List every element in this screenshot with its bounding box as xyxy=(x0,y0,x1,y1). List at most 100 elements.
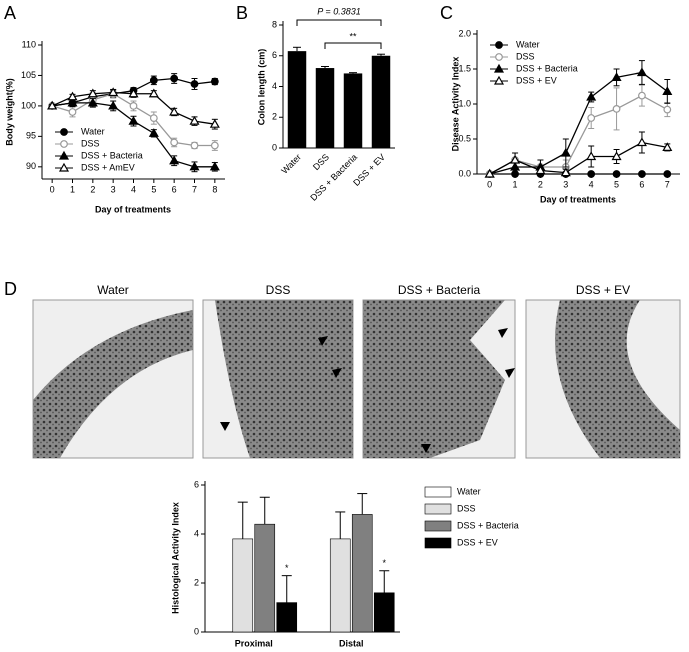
marker xyxy=(170,138,179,147)
arrow xyxy=(505,368,515,378)
marker xyxy=(189,161,200,171)
marker xyxy=(662,142,673,151)
legend-label: DSS + Bacteria xyxy=(457,520,519,530)
legend-label: Water xyxy=(516,39,540,49)
y-axis-title: Colon length (cm) xyxy=(256,49,266,126)
legend-label: DSS xyxy=(516,51,535,61)
y-tick-label: 0.0 xyxy=(458,168,471,178)
marker xyxy=(611,151,622,161)
y-tick-label: 4 xyxy=(194,528,199,538)
marker xyxy=(510,154,521,164)
panel-label: C xyxy=(440,3,453,23)
histology-images xyxy=(32,299,681,459)
marker xyxy=(128,88,139,98)
y-tick-label: 4 xyxy=(272,81,277,91)
marker xyxy=(209,118,220,128)
marker xyxy=(87,97,98,107)
x-tick-label: 5 xyxy=(614,179,619,189)
marker xyxy=(210,141,219,150)
y-axis-title: Histological Activity Index xyxy=(170,502,180,614)
y-tick-label: 90 xyxy=(26,161,36,171)
legend-marker xyxy=(60,140,68,148)
marker xyxy=(190,141,199,150)
arrow xyxy=(421,444,431,453)
y-tick-label: 0.5 xyxy=(458,133,471,143)
y-tick-label: 2.0 xyxy=(458,28,471,38)
series-line xyxy=(489,71,668,175)
legend-marker xyxy=(493,63,505,73)
marker xyxy=(67,97,78,107)
marker xyxy=(190,80,199,88)
bar xyxy=(343,73,363,148)
panel-label: B xyxy=(236,3,248,23)
marker xyxy=(108,100,119,110)
bar xyxy=(371,55,391,148)
legend-label: DSS xyxy=(457,503,476,513)
marker xyxy=(638,170,646,178)
legend-marker xyxy=(60,128,68,136)
marker xyxy=(612,170,621,178)
marker xyxy=(148,88,159,98)
marker xyxy=(209,161,220,171)
marker xyxy=(170,74,179,83)
x-axis-title: Day of treatments xyxy=(540,194,616,204)
marker xyxy=(560,147,571,157)
tissue xyxy=(33,310,193,458)
marker xyxy=(560,167,571,177)
marker xyxy=(169,106,180,116)
x-tick-label: 3 xyxy=(111,184,116,194)
tissue xyxy=(555,300,680,458)
marker xyxy=(210,77,219,86)
tissue xyxy=(215,300,353,458)
x-tick-label: 4 xyxy=(131,184,136,194)
bar xyxy=(351,514,373,633)
significance: * xyxy=(382,558,386,568)
significance: * xyxy=(285,563,289,573)
legend-marker xyxy=(58,162,70,172)
marker xyxy=(129,102,138,110)
annotation: P = 0.3831 xyxy=(317,6,360,16)
marker xyxy=(636,137,647,147)
y-tick-label: 6 xyxy=(272,50,277,60)
y-tick-label: 0 xyxy=(272,142,277,152)
marker xyxy=(662,86,673,96)
x-tick-label: 7 xyxy=(665,179,670,189)
x-tick-label: 8 xyxy=(212,184,217,194)
marker xyxy=(638,91,646,100)
image-title: DSS xyxy=(266,283,291,297)
panel-label: A xyxy=(4,3,16,23)
y-tick-label: 110 xyxy=(22,39,36,49)
marker xyxy=(68,108,77,116)
bracket xyxy=(324,42,382,49)
legend-swatch xyxy=(424,520,452,532)
marker xyxy=(108,87,119,97)
bar xyxy=(232,538,254,633)
image-title: DSS + EV xyxy=(576,283,630,297)
legend-label: DSS xyxy=(81,138,100,148)
x-tick-label: 5 xyxy=(151,184,156,194)
x-tick-label: DSS xyxy=(311,152,331,172)
marker xyxy=(535,165,546,175)
marker xyxy=(636,67,647,77)
annotation: ** xyxy=(349,31,357,41)
y-axis-title: Disease Activity Index xyxy=(450,57,460,152)
marker xyxy=(612,104,621,113)
x-tick-label: 1 xyxy=(513,179,518,189)
legend-marker xyxy=(493,75,505,85)
bar xyxy=(373,592,395,633)
legend-swatch xyxy=(424,486,452,498)
bar xyxy=(329,538,351,633)
bar xyxy=(254,523,276,633)
marker xyxy=(148,128,159,137)
legend-label: Water xyxy=(81,126,105,136)
x-tick-label: 1 xyxy=(70,184,75,194)
marker xyxy=(47,100,58,110)
marker xyxy=(663,170,672,178)
arrow xyxy=(332,368,342,378)
legend-marker xyxy=(58,150,70,160)
image-title: Water xyxy=(97,283,129,297)
legend-swatch xyxy=(424,503,452,515)
marker xyxy=(87,88,98,98)
legend-label: DSS + AmEV xyxy=(81,162,135,172)
marker xyxy=(128,115,139,125)
